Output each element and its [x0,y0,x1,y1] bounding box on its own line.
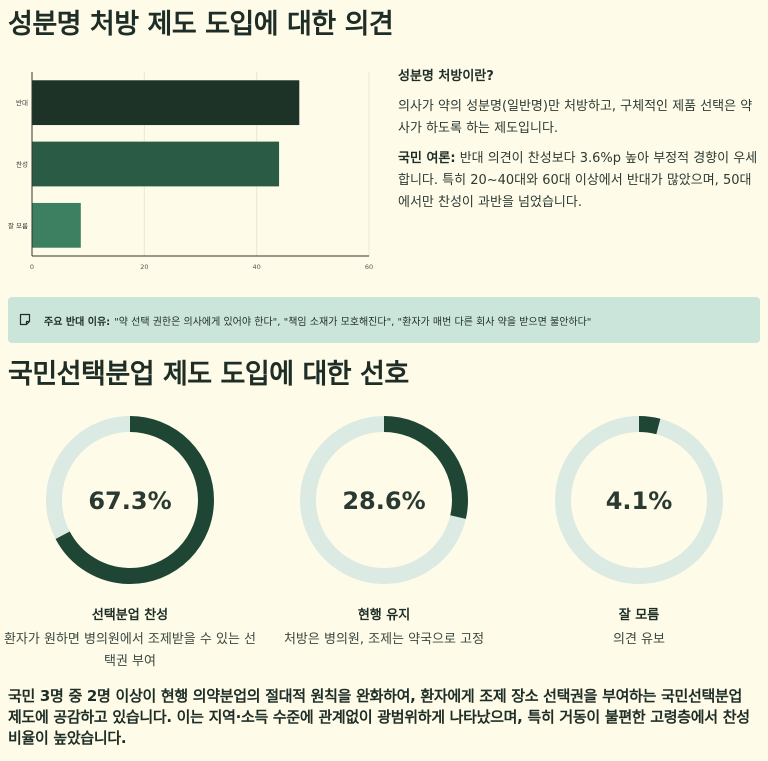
donut-label-unsure: 잘 모름 [618,608,660,623]
summary-text: 국민 3명 중 2명 이상이 현행 의약분업의 절대적 원칙을 완화하여, 환자… [8,687,750,747]
bar-1 [32,141,280,187]
opinion-label: 국민 여론: [398,151,456,166]
donut-value-support: 67.3% [88,487,171,515]
donut-desc-current: 처방은 병의원, 조제는 약국으로 고정 [283,632,485,647]
note-icon [19,313,31,326]
donut-arc-current [300,416,468,584]
info-opinion: 국민 여론: 반대 의견이 찬성보다 3.6%p 높아 부정적 경향이 우세합니… [398,148,762,214]
info-panel: 성분명 처방이란? 의사가 약의 성분명(일반명)만 처방하고, 구체적인 제품… [398,66,762,222]
x-tick-label: 40 [253,263,261,271]
section-title-preference: 국민선택분업 제도 도입에 대한 선호 [8,359,409,390]
donut-desc-support: 환자가 원하면 병의원에서 조제받을 수 있는 선택권 부여 [3,632,257,669]
bar-2 [32,202,81,248]
donut-card-current: 28.6% 현행 유지 처방은 병의원, 조제는 약국으로 고정 [256,410,512,651]
info-heading: 성분명 처방이란? [398,69,494,84]
donut-label-current: 현행 유지 [357,608,411,623]
y-category-label: 찬성 [16,160,28,169]
y-category-label: 반대 [16,98,28,107]
donut-value-current: 28.6% [342,487,425,515]
info-definition: 의사가 약의 성분명(일반명)만 처방하고, 구체적인 제품 선택은 약사가 하… [398,99,753,136]
x-tick-label: 20 [140,263,148,271]
donut-card-support: 67.3% 선택분업 찬성 환자가 원하면 병의원에서 조제받을 수 있는 선택… [2,410,258,673]
x-tick-label: 0 [30,263,34,271]
y-category-label: 잘 모름 [8,222,28,230]
donut-arc-unsure [555,416,723,584]
opinion-text: 반대 의견이 찬성보다 3.6%p 높아 부정적 경향이 우세합니다. 특히 2… [398,151,758,210]
donut-chart-support: 67.3% [46,416,214,584]
donut-value-unsure: 4.1% [606,487,673,515]
x-tick-label: 60 [365,263,373,271]
bar-0 [32,80,300,126]
donut-arc-support [46,416,214,584]
donut-chart-current: 28.6% [300,416,468,584]
callout-text: "약 선택 권한은 의사에게 있어야 한다", "책임 소재가 모호해진다", … [114,316,592,328]
opposition-reasons-callout: 주요 반대 이유: "약 선택 권한은 의사에게 있어야 한다", "책임 소재… [8,297,760,343]
section-title-prescription: 성분명 처방 제도 도입에 대한 의견 [8,9,394,40]
donut-chart-unsure: 4.1% [555,416,723,584]
donut-label-support: 선택분업 찬성 [91,608,169,623]
donut-desc-unsure: 의견 유보 [613,632,665,647]
donut-card-unsure: 4.1% 잘 모름 의견 유보 [511,410,767,651]
callout-label: 주요 반대 이유: [44,316,111,328]
